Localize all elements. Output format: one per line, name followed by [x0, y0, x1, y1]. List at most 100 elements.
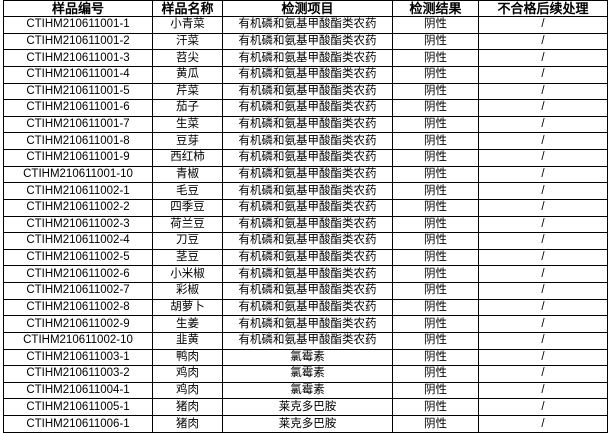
- cell-sample-id: CTIHM210611002-4: [3, 232, 153, 250]
- cell-sample-name: 茎豆: [152, 248, 223, 267]
- cell-test-result: 阴性: [392, 232, 479, 250]
- table-row: CTIHM210611003-2 鸡肉 氯霉素 阴性 /: [3, 365, 608, 383]
- cell-sample-name: 汗菜: [152, 32, 223, 51]
- cell-test-item: 氯霉素: [222, 381, 393, 400]
- cell-sample-name: 胡萝卜: [152, 298, 223, 317]
- cell-sample-name: 鸡肉: [152, 365, 223, 383]
- table-row: CTIHM210611006-1 猪肉 莱克多巴胺 阴性 /: [3, 415, 608, 433]
- cell-test-item: 有机磷和氨基甲酸酯类农药: [222, 149, 393, 167]
- cell-test-result: 阴性: [392, 398, 479, 416]
- cell-test-item: 莱克多巴胺: [222, 398, 393, 416]
- cell-follow-up: /: [478, 265, 608, 283]
- cell-follow-up: /: [478, 182, 608, 200]
- cell-sample-id: CTIHM210611001-3: [3, 49, 153, 67]
- table-row: CTIHM210611002-6 小米椒 有机磷和氨基甲酸酯类农药 阴性 /: [3, 265, 608, 283]
- table-row: CTIHM210611001-3 苕尖 有机磷和氨基甲酸酯类农药 阴性 /: [3, 49, 608, 67]
- cell-sample-id: CTIHM210611002-5: [3, 248, 153, 267]
- cell-sample-name: 刀豆: [152, 232, 223, 250]
- cell-test-item: 有机磷和氨基甲酸酯类农药: [222, 82, 393, 101]
- cell-test-result: 阴性: [392, 348, 479, 367]
- cell-sample-id: CTIHM210611001-7: [3, 115, 153, 134]
- cell-sample-name: 苕尖: [152, 49, 223, 67]
- cell-follow-up: /: [478, 398, 608, 416]
- cell-test-result: 阴性: [392, 415, 479, 433]
- cell-test-item: 有机磷和氨基甲酸酯类农药: [222, 265, 393, 283]
- cell-test-item: 有机磷和氨基甲酸酯类农药: [222, 99, 393, 117]
- cell-follow-up: /: [478, 232, 608, 250]
- cell-sample-id: CTIHM210611001-6: [3, 99, 153, 117]
- cell-test-item: 有机磷和氨基甲酸酯类农药: [222, 215, 393, 234]
- cell-sample-name: 猪肉: [152, 415, 223, 433]
- cell-test-item: 有机磷和氨基甲酸酯类农药: [222, 182, 393, 200]
- cell-sample-id: CTIHM210611002-8: [3, 298, 153, 317]
- table-row: CTIHM210611002-8 胡萝卜 有机磷和氨基甲酸酯类农药 阴性 /: [3, 298, 608, 317]
- cell-follow-up: /: [478, 132, 608, 150]
- cell-sample-id: CTIHM210611002-2: [3, 198, 153, 217]
- cell-sample-name: 生菜: [152, 115, 223, 134]
- cell-follow-up: /: [478, 215, 608, 234]
- cell-test-result: 阴性: [392, 65, 479, 84]
- header-row: 样品编号 样品名称 检测项目 检测结果 不合格后续处理: [3, 0, 608, 17]
- table-row: CTIHM210611001-4 黄瓜 有机磷和氨基甲酸酯类农药 阴性 /: [3, 65, 608, 84]
- cell-test-item: 有机磷和氨基甲酸酯类农药: [222, 132, 393, 150]
- cell-test-result: 阴性: [392, 282, 479, 300]
- cell-sample-id: CTIHM210611004-1: [3, 381, 153, 400]
- cell-test-result: 阴性: [392, 298, 479, 317]
- cell-test-result: 阴性: [392, 265, 479, 283]
- table-row: CTIHM210611005-1 猪肉 莱克多巴胺 阴性 /: [3, 398, 608, 416]
- cell-sample-name: 小米椒: [152, 265, 223, 283]
- column-header-test-result: 检测结果: [392, 0, 479, 17]
- cell-test-result: 阴性: [392, 149, 479, 167]
- cell-sample-id: CTIHM210611006-1: [3, 415, 153, 433]
- cell-follow-up: /: [478, 298, 608, 317]
- cell-test-item: 有机磷和氨基甲酸酯类农药: [222, 65, 393, 84]
- column-header-follow-up: 不合格后续处理: [478, 0, 608, 17]
- cell-sample-id: CTIHM210611001-5: [3, 82, 153, 101]
- cell-follow-up: /: [478, 115, 608, 134]
- cell-sample-name: 小青菜: [152, 16, 223, 34]
- cell-sample-id: CTIHM210611002-1: [3, 182, 153, 200]
- cell-sample-id: CTIHM210611001-8: [3, 132, 153, 150]
- cell-test-item: 有机磷和氨基甲酸酯类农药: [222, 165, 393, 184]
- cell-follow-up: /: [478, 82, 608, 101]
- cell-sample-name: 四季豆: [152, 198, 223, 217]
- cell-sample-id: CTIHM210611001-2: [3, 32, 153, 51]
- cell-sample-name: 豆芽: [152, 132, 223, 150]
- cell-sample-id: CTIHM210611002-9: [3, 315, 153, 333]
- cell-test-result: 阴性: [392, 49, 479, 67]
- inspection-results-table: 样品编号 样品名称 检测项目 检测结果 不合格后续处理 CTIHM210611001-1…: [3, 0, 608, 433]
- table-row: CTIHM210611001-6 茄子 有机磷和氨基甲酸酯类农药 阴性 /: [3, 99, 608, 117]
- cell-test-item: 有机磷和氨基甲酸酯类农药: [222, 315, 393, 333]
- table-row: CTIHM210611001-10 青椒 有机磷和氨基甲酸酯类农药 阴性 /: [3, 165, 608, 184]
- cell-sample-id: CTIHM210611003-2: [3, 365, 153, 383]
- cell-sample-name: 西红柿: [152, 149, 223, 167]
- cell-follow-up: /: [478, 315, 608, 333]
- cell-test-item: 有机磷和氨基甲酸酯类农药: [222, 248, 393, 267]
- cell-sample-name: 青椒: [152, 165, 223, 184]
- cell-follow-up: /: [478, 248, 608, 267]
- cell-sample-name: 毛豆: [152, 182, 223, 200]
- cell-follow-up: /: [478, 149, 608, 167]
- cell-test-result: 阴性: [392, 165, 479, 184]
- table-row: CTIHM210611002-1 毛豆 有机磷和氨基甲酸酯类农药 阴性 /: [3, 182, 608, 200]
- cell-sample-name: 鸭肉: [152, 348, 223, 367]
- table-row: CTIHM210611001-5 芹菜 有机磷和氨基甲酸酯类农药 阴性 /: [3, 82, 608, 101]
- cell-test-result: 阴性: [392, 248, 479, 267]
- cell-sample-name: 生姜: [152, 315, 223, 333]
- column-header-sample-name: 样品名称: [152, 0, 223, 17]
- cell-sample-name: 猪肉: [152, 398, 223, 416]
- cell-test-result: 阴性: [392, 82, 479, 101]
- cell-follow-up: /: [478, 32, 608, 51]
- cell-test-item: 有机磷和氨基甲酸酯类农药: [222, 232, 393, 250]
- cell-sample-id: CTIHM210611002-7: [3, 282, 153, 300]
- table-row: CTIHM210611001-9 西红柿 有机磷和氨基甲酸酯类农药 阴性 /: [3, 149, 608, 167]
- cell-sample-id: CTIHM210611005-1: [3, 398, 153, 416]
- cell-test-result: 阴性: [392, 182, 479, 200]
- cell-sample-id: CTIHM210611002-10: [3, 331, 153, 350]
- cell-follow-up: /: [478, 165, 608, 184]
- cell-follow-up: /: [478, 331, 608, 350]
- cell-sample-id: CTIHM210611001-10: [3, 165, 153, 184]
- cell-test-result: 阴性: [392, 16, 479, 34]
- cell-test-item: 有机磷和氨基甲酸酯类农药: [222, 282, 393, 300]
- cell-test-item: 有机磷和氨基甲酸酯类农药: [222, 49, 393, 67]
